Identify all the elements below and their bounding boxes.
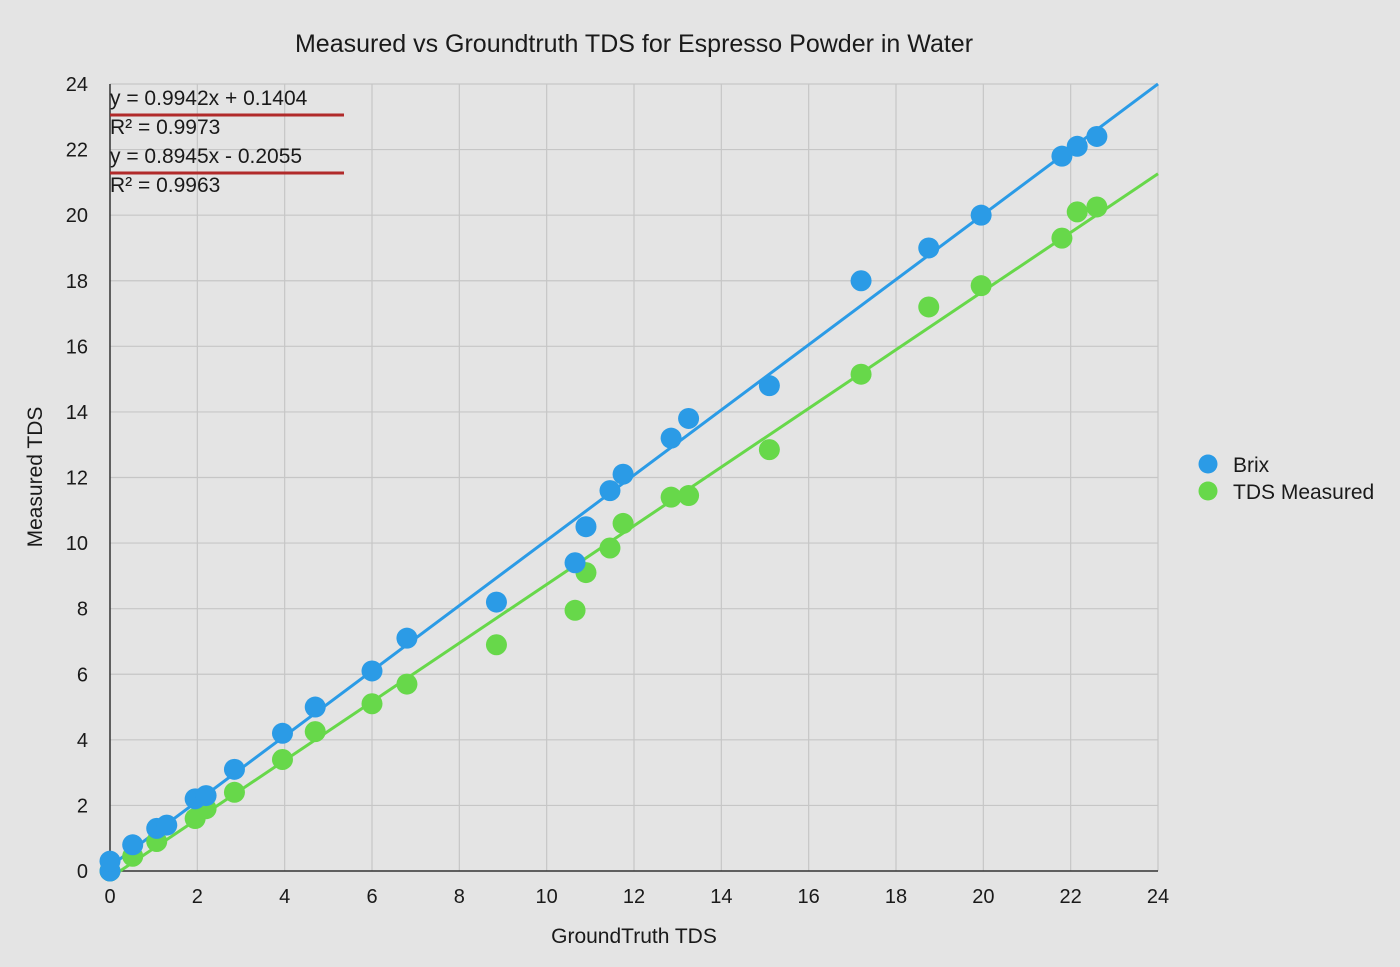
y-tick-label: 20 <box>66 205 88 227</box>
brix-point <box>195 785 217 807</box>
y-tick-label: 4 <box>77 730 88 752</box>
tds-measured-point <box>758 439 780 461</box>
brix-point <box>485 591 507 613</box>
x-tick-label: 0 <box>104 886 115 908</box>
x-tick-label: 2 <box>192 886 203 908</box>
y-tick-label: 16 <box>66 336 88 358</box>
y-tick-label: 6 <box>77 664 88 686</box>
brix-point <box>396 627 418 649</box>
brix-point <box>564 552 586 574</box>
brix-r2-label: R² = 0.9973 <box>110 116 220 139</box>
tds-measured-point <box>612 512 634 534</box>
x-axis-label: GroundTruth TDS <box>551 925 717 948</box>
brix-point <box>612 463 634 485</box>
legend-item-brix: Brix <box>1198 454 1270 477</box>
brix-equation-label: y = 0.9942x + 0.1404 <box>110 87 308 110</box>
x-tick-label: 12 <box>623 886 645 908</box>
x-tick-label: 14 <box>710 886 732 908</box>
legend: Brix TDS Measured <box>1198 454 1374 504</box>
y-tick-label: 18 <box>66 271 88 293</box>
brix-point <box>660 427 682 449</box>
tds-measured-point <box>1051 227 1073 249</box>
chart-title: Measured vs Groundtruth TDS for Espresso… <box>295 30 973 58</box>
x-tick-label: 10 <box>536 886 558 908</box>
x-tick-label: 24 <box>1147 886 1169 908</box>
brix-point <box>122 834 144 856</box>
legend-marker-brix <box>1198 454 1218 474</box>
y-tick-label: 10 <box>66 533 88 555</box>
brix-point <box>304 696 326 718</box>
tds-measured-point <box>564 599 586 621</box>
axes: 0 2 4 6 8 10 12 14 16 18 20 22 240246810121416182022… <box>66 74 1169 908</box>
brix-point <box>970 204 992 226</box>
tds-measured-point <box>1066 201 1088 223</box>
brix-point <box>156 814 178 836</box>
data-points <box>99 125 1108 882</box>
tds-measured-point <box>970 275 992 297</box>
x-tick-label: 16 <box>798 886 820 908</box>
legend-marker-tds-measured <box>1198 481 1218 501</box>
x-tick-label: 18 <box>885 886 907 908</box>
y-tick-label: 8 <box>77 599 88 621</box>
tds-measured-point <box>304 721 326 743</box>
y-tick-label: 2 <box>77 795 88 817</box>
y-tick-label: 0 <box>77 861 88 883</box>
brix-point <box>678 407 700 429</box>
brix-point <box>361 660 383 682</box>
legend-label-brix: Brix <box>1233 454 1270 477</box>
y-tick-label: 12 <box>66 468 88 490</box>
y-tick-label: 22 <box>66 140 88 162</box>
x-tick-label: 8 <box>454 886 465 908</box>
tds-measured-point <box>1086 196 1108 218</box>
tds-equation-label: y = 0.8945x - 0.2055 <box>110 145 302 168</box>
brix-point <box>223 758 245 780</box>
x-tick-label: 4 <box>279 886 290 908</box>
y-axis-label: Measured TDS <box>24 407 47 548</box>
brix-point <box>271 722 293 744</box>
tds-measured-point <box>485 634 507 656</box>
brix-point <box>1086 125 1108 147</box>
y-tick-label: 14 <box>66 402 88 424</box>
trendline-annotations: y = 0.9942x + 0.1404 R² = 0.9973 y = 0.8… <box>110 87 344 197</box>
tds-measured-point <box>918 296 940 318</box>
brix-point <box>1066 135 1088 157</box>
tds-measured-point <box>361 693 383 715</box>
tds-r2-label: R² = 0.9963 <box>110 174 220 197</box>
legend-item-tds-measured: TDS Measured <box>1198 481 1374 504</box>
brix-point <box>918 237 940 259</box>
brix-point <box>575 516 597 538</box>
y-tick-label: 24 <box>66 74 88 96</box>
tds-measured-point <box>850 363 872 385</box>
x-tick-label: 20 <box>972 886 994 908</box>
tds-measured-point <box>396 673 418 695</box>
x-tick-label: 22 <box>1060 886 1082 908</box>
brix-point <box>758 375 780 397</box>
brix-point <box>99 850 121 872</box>
brix-point <box>1051 145 1073 167</box>
brix-point <box>599 480 621 502</box>
tds-measured-point <box>223 781 245 803</box>
tds-measured-point <box>599 537 621 559</box>
x-tick-label: 6 <box>366 886 377 908</box>
tds-measured-point <box>678 485 700 507</box>
legend-label-tds-measured: TDS Measured <box>1233 481 1374 504</box>
tds-measured-point <box>271 749 293 771</box>
tds-measured-point <box>660 486 682 508</box>
brix-point <box>850 270 872 292</box>
